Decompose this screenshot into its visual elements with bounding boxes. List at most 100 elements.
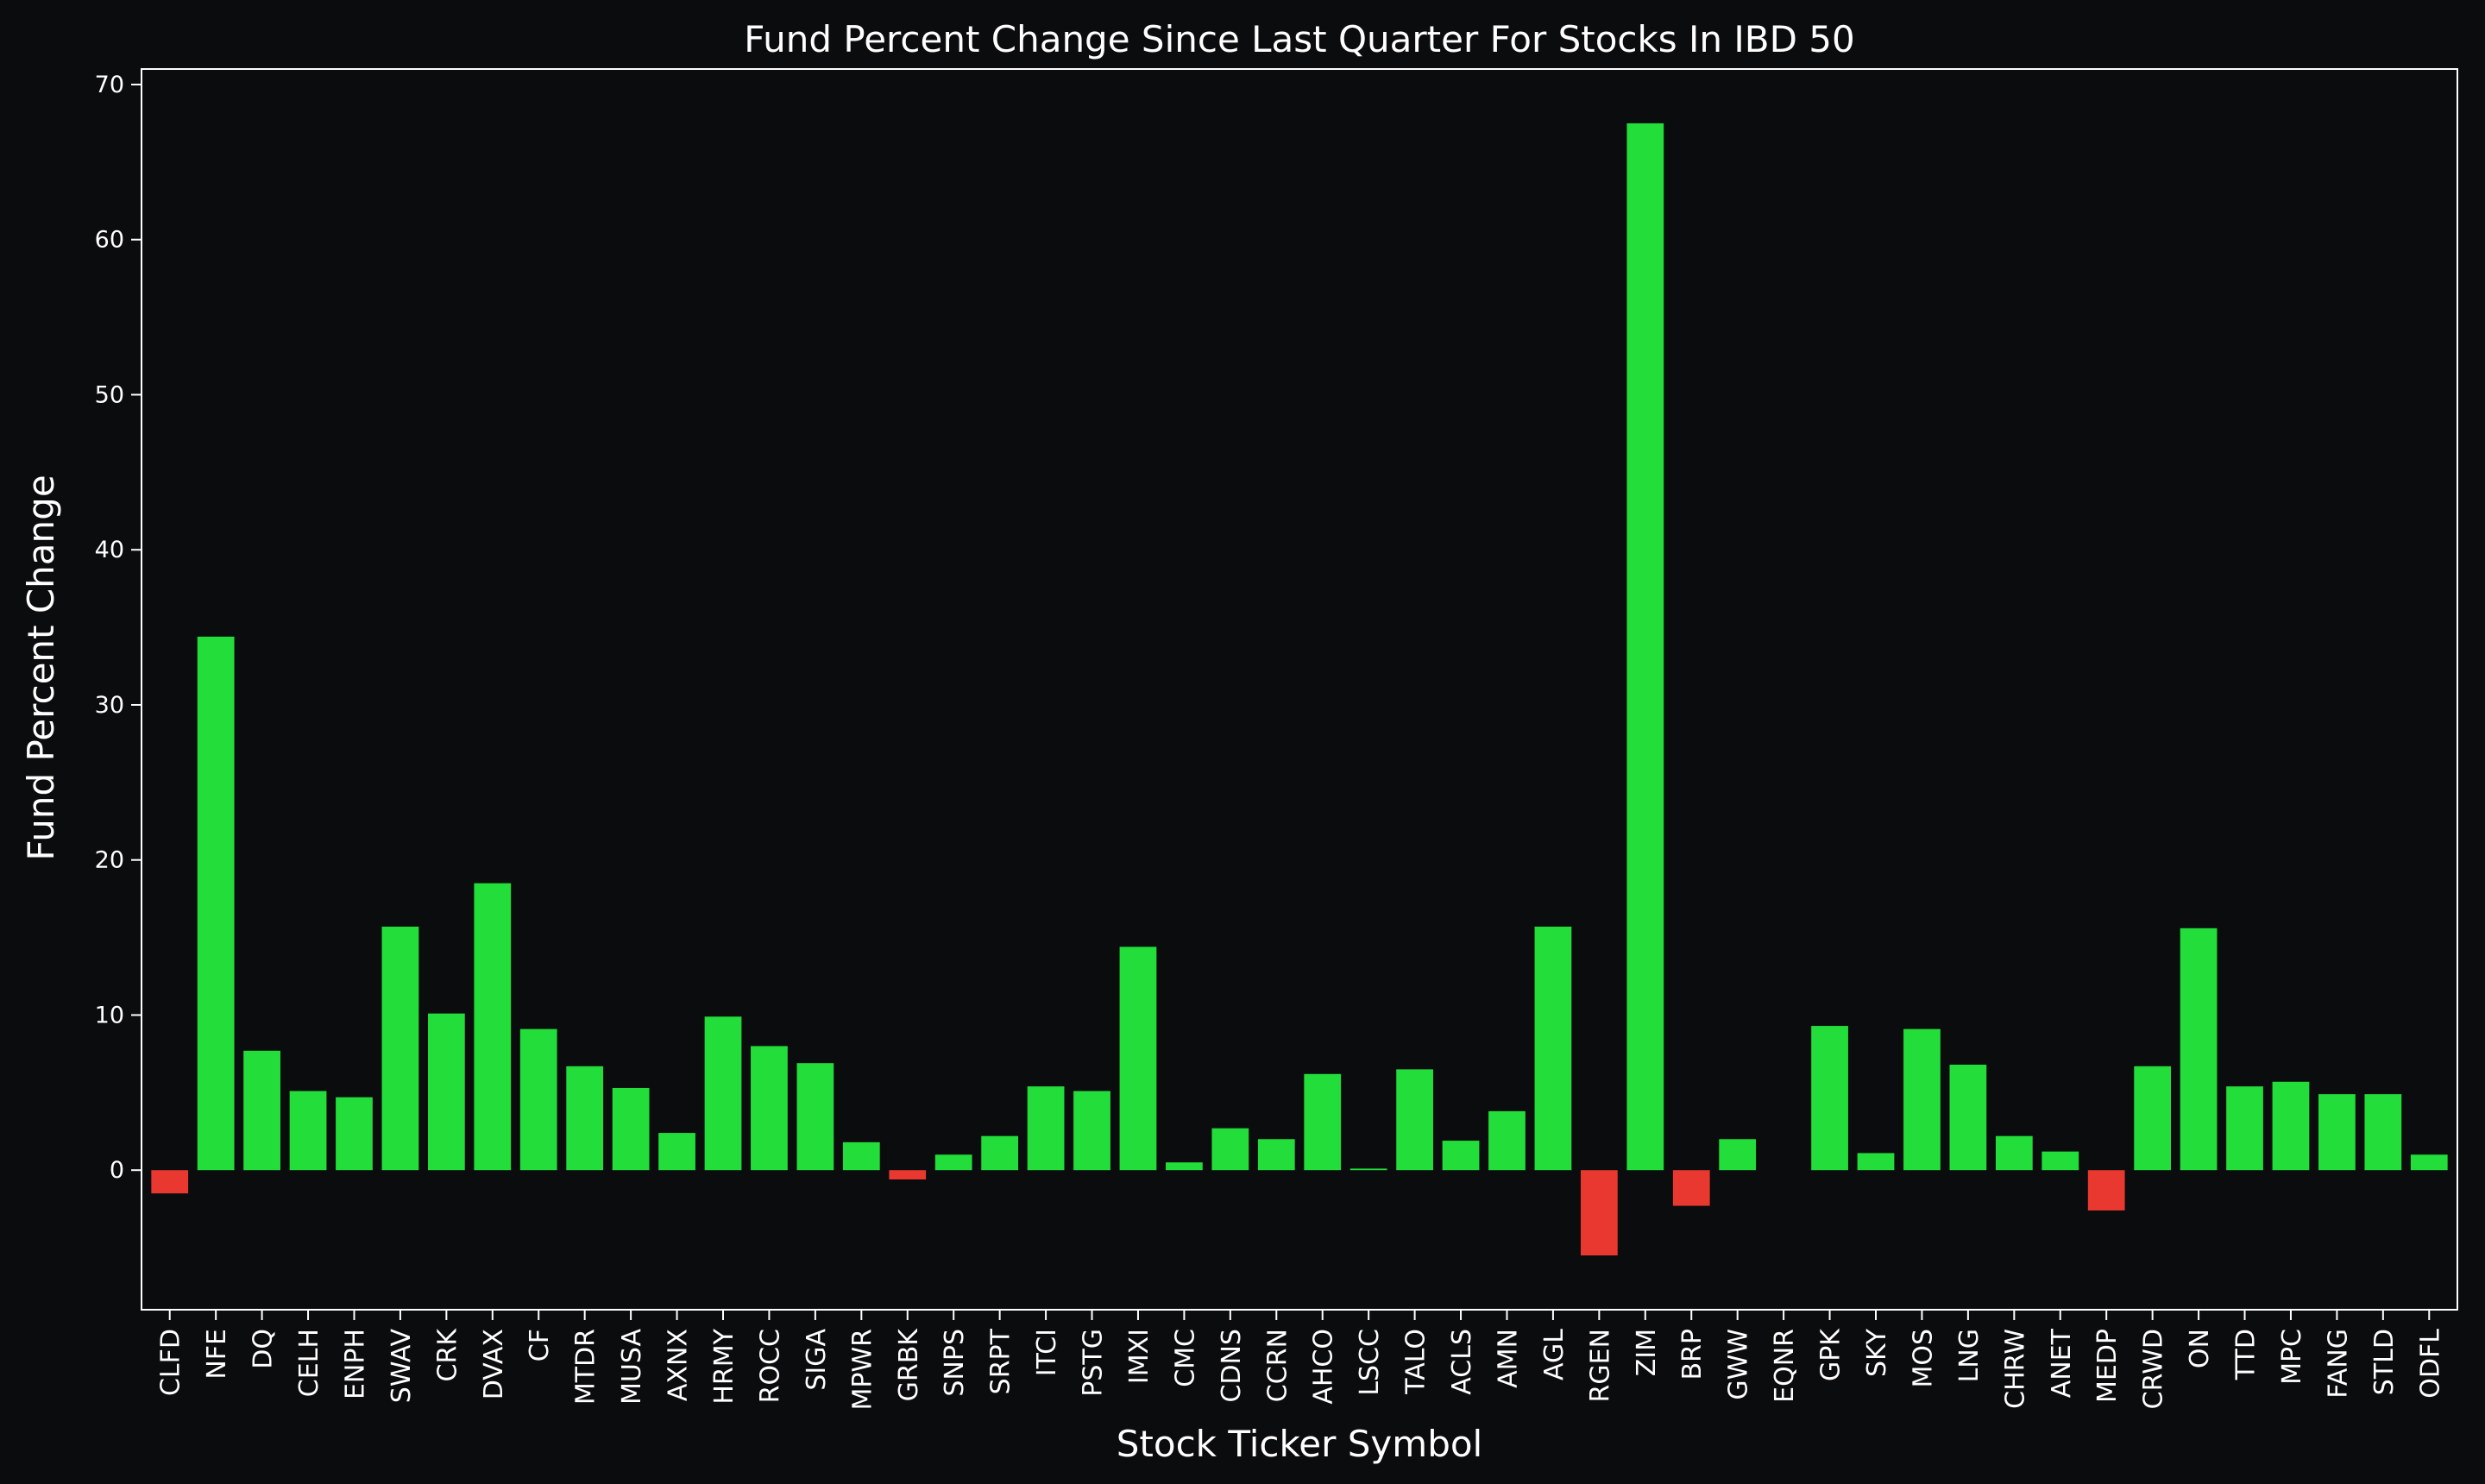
bar-musa [612, 1087, 650, 1171]
bar-chrw [1995, 1135, 2033, 1171]
bar-nfe [197, 636, 235, 1171]
x-tick-label: AMN [1493, 1329, 1523, 1388]
x-tick-label: ANET [2047, 1328, 2077, 1398]
bar-rgen [1580, 1170, 1618, 1256]
x-tick-label: RGEN [1585, 1329, 1615, 1403]
x-tick-label: MPC [2277, 1329, 2307, 1385]
bar-gpk [1811, 1026, 1848, 1171]
bar-lng [1949, 1064, 1987, 1171]
x-tick-label: MOS [1908, 1329, 1938, 1388]
x-tick-label: SKY [1862, 1328, 1892, 1377]
y-axis-label: Fund Percent Change [20, 475, 62, 860]
bar-swav [381, 927, 419, 1171]
x-tick-label: CHRW [2000, 1329, 2030, 1409]
x-axis-label: Stock Ticker Symbol [1117, 1423, 1482, 1465]
bar-snps [934, 1154, 972, 1171]
x-tick-label: TTD [2231, 1329, 2262, 1380]
bar-siga [796, 1063, 834, 1171]
bar-talo [1396, 1069, 1433, 1171]
bar-fang [2318, 1094, 2356, 1171]
bar-amn [1488, 1110, 1526, 1171]
bar-hrmy [704, 1016, 742, 1171]
x-tick-label: BRP [1677, 1329, 1708, 1380]
bar-stld [2364, 1094, 2402, 1171]
plot-frame [141, 68, 2458, 1311]
bar-dvax [474, 883, 512, 1171]
y-tick-label: 0 [110, 1157, 124, 1184]
bar-crk [427, 1013, 465, 1171]
y-tick-label: 10 [95, 1002, 124, 1028]
x-tick-label: SRPT [986, 1328, 1016, 1394]
x-tick-label: ROCC [755, 1329, 785, 1403]
chart-title: Fund Percent Change Since Last Quarter F… [744, 18, 1854, 60]
bar-pstg [1073, 1091, 1110, 1171]
y-tick-label: 30 [95, 692, 124, 719]
chart-marks: 0 10 20 30 40 50 60 70 CLFD NFE DQ CELH ENPH SWAV CRK D… [95, 72, 2448, 1410]
x-tick-label: MTDR [571, 1329, 601, 1405]
x-tick-label: CELH [294, 1329, 324, 1397]
bar-srpt [981, 1135, 1019, 1171]
bar-gww [1719, 1139, 1757, 1171]
x-tick-label: STLD [2369, 1329, 2400, 1395]
x-tick-label: FANG [2323, 1329, 2353, 1399]
bar-lscc [1349, 1168, 1387, 1171]
bar-odfl [2410, 1154, 2448, 1171]
bar-medp [2087, 1170, 2125, 1210]
x-tick-label: SNPS [940, 1329, 970, 1397]
bar-ttd [2226, 1086, 2263, 1171]
x-tick-label: SIGA [802, 1329, 832, 1391]
x-tick-label: ENPH [340, 1329, 370, 1399]
x-tick-label: GPK [1816, 1328, 1846, 1381]
y-tick-label: 60 [95, 227, 124, 254]
bar-mtdr [566, 1066, 604, 1171]
x-tick-label: PSTG [1079, 1329, 1109, 1397]
x-tick-label: MUSA [617, 1329, 647, 1405]
x-tick-label: SWAV [387, 1329, 417, 1404]
bar-ahco [1304, 1073, 1342, 1171]
bar-dq [243, 1050, 280, 1171]
x-tick-label: ACLS [1447, 1329, 1477, 1395]
bar-enph [336, 1097, 373, 1171]
x-tick-label: ODFL [2415, 1329, 2445, 1399]
bar-cdns [1211, 1128, 1249, 1171]
bar-crwd [2134, 1066, 2172, 1171]
bar-grbk [889, 1170, 927, 1180]
x-tick-label: DVAX [479, 1329, 509, 1399]
x-tick-label: LNG [1954, 1329, 1985, 1382]
x-tick-label: ITCI [1032, 1329, 1062, 1376]
bar-axnx [658, 1133, 695, 1171]
x-tick-label: CDNS [1217, 1329, 1247, 1403]
x-tick-label: IMXI [1124, 1329, 1154, 1384]
bar-mpwr [842, 1141, 880, 1171]
x-tick-label: AXNX [664, 1329, 694, 1401]
bar-agl [1534, 927, 1572, 1171]
bar-mos [1903, 1028, 1941, 1171]
x-tick-label: NFE [202, 1329, 232, 1380]
x-tick-label: TALO [1401, 1329, 1431, 1395]
x-tick-label: GWW [1724, 1329, 1754, 1400]
bar-mpc [2272, 1081, 2310, 1171]
x-tick-label: CLFD [156, 1329, 186, 1396]
bar-sky [1857, 1153, 1895, 1171]
x-tick-label: MPWR [847, 1329, 878, 1410]
x-tick-label: CRK [432, 1328, 462, 1382]
x-tick-label: CRWD [2139, 1329, 2169, 1409]
x-tick-label: ZIM [1632, 1329, 1662, 1376]
bar-brp [1672, 1170, 1710, 1206]
bar-rocc [751, 1046, 788, 1171]
x-tick-label: CCRN [1262, 1329, 1293, 1402]
x-tick-label: AGL [1539, 1329, 1570, 1380]
x-tick-label: GRBK [894, 1328, 924, 1402]
bar-imxi [1119, 946, 1157, 1171]
bar-anet [2041, 1151, 2079, 1171]
bar-ccrn [1257, 1139, 1295, 1171]
y-tick-label: 40 [95, 537, 124, 563]
bar-cf [519, 1028, 557, 1171]
x-tick-label: EQNR [1770, 1329, 1800, 1403]
x-tick-label: DQ [248, 1329, 279, 1369]
bar-on [2180, 928, 2218, 1171]
bar-zim [1626, 123, 1664, 1171]
y-tick-label: 50 [95, 381, 124, 408]
